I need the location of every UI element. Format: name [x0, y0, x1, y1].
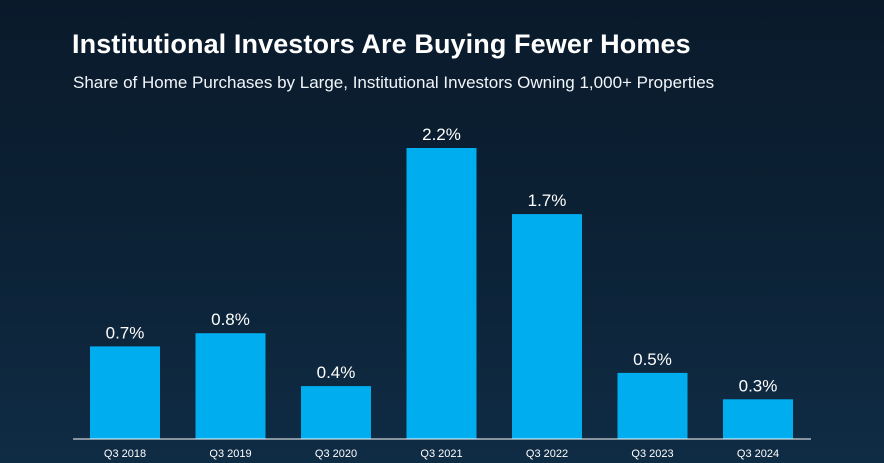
value-label-q3-2020: 0.4%: [317, 363, 356, 382]
x-tick-label-q3-2023: Q3 2023: [631, 448, 673, 460]
value-label-q3-2021: 2.2%: [422, 125, 461, 144]
bar-q3-2020: [301, 386, 371, 439]
x-tick-labels-group: Q3 2018 Q3 2019 Q3 2020 Q3 2021 Q3 2022 Q3 20…: [104, 448, 779, 460]
x-tick-label-q3-2022: Q3 2022: [526, 448, 568, 460]
bar-q3-2023: [617, 372, 688, 439]
value-label-q3-2019: 0.8%: [211, 310, 250, 329]
chart-subtitle: Share of Home Purchases by Large, Instit…: [73, 73, 715, 92]
bar-q3-2019: [195, 333, 266, 439]
x-tick-label-q3-2024: Q3 2024: [737, 448, 779, 460]
bar-q3-2022: [512, 214, 582, 439]
bar-q3-2018: [90, 346, 160, 439]
bar-q3-2024: [723, 399, 793, 439]
value-label-q3-2024: 0.3%: [739, 376, 778, 395]
chart-title: Institutional Investors Are Buying Fewer…: [72, 29, 691, 59]
value-label-q3-2022: 1.7%: [528, 191, 567, 210]
bar-q3-2021: [406, 148, 477, 439]
value-label-q3-2018: 0.7%: [106, 323, 145, 342]
value-labels-group: 0.7% 0.8% 0.4% 2.2% 1.7% 0.5% 0.3%: [106, 125, 778, 395]
x-tick-label-q3-2018: Q3 2018: [104, 448, 146, 460]
value-label-q3-2023: 0.5%: [633, 350, 672, 369]
x-tick-label-q3-2021: Q3 2021: [420, 448, 462, 460]
bars-group: [90, 148, 793, 439]
x-tick-label-q3-2019: Q3 2019: [209, 448, 251, 460]
x-tick-label-q3-2020: Q3 2020: [315, 448, 357, 460]
